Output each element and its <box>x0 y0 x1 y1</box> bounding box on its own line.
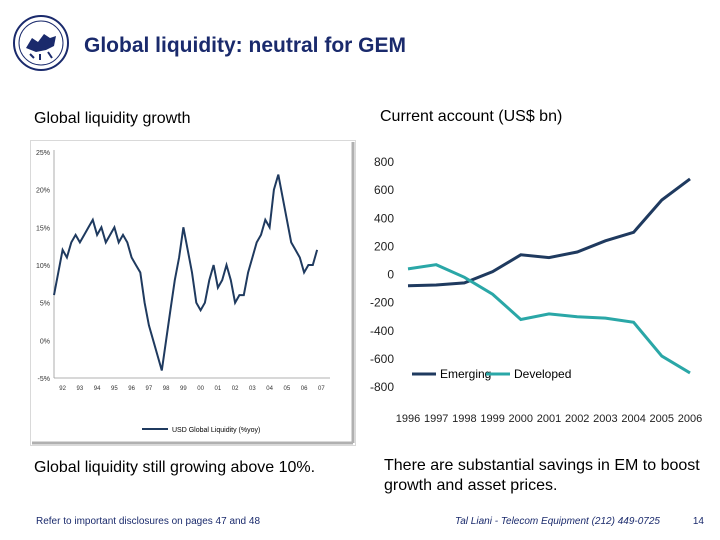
ca-ytick-label: 600 <box>374 183 394 197</box>
ca-xtick-label: 1999 <box>480 413 504 425</box>
liq-ytick-label: 25% <box>36 150 50 157</box>
liq-xtick-label: 99 <box>180 386 187 392</box>
liq-ytick-label: 5% <box>40 301 50 308</box>
emerging-series-line <box>407 177 691 288</box>
ca-xtick-label: 2001 <box>537 413 561 425</box>
ca-ytick-label: 200 <box>374 239 394 253</box>
ca-xtick-label: 1998 <box>452 413 476 425</box>
liq-xtick-label: 03 <box>249 386 256 392</box>
liq-xtick-label: 07 <box>318 386 325 392</box>
disclosure-footer: Refer to important disclosures on pages … <box>36 516 261 527</box>
liq-xtick-label: 04 <box>266 386 273 392</box>
page-number: 14 <box>692 516 704 527</box>
bull-logo-icon <box>13 15 69 71</box>
ca-ytick-label: -600 <box>370 352 394 366</box>
liq-ytick-label: -5% <box>38 376 50 383</box>
developed-series-line <box>407 263 691 375</box>
ca-ytick-label: -800 <box>370 380 394 394</box>
ca-xtick-label: 1997 <box>424 413 448 425</box>
left-caption: Global liquidity still growing above 10%… <box>34 459 316 476</box>
liq-xtick-label: 00 <box>197 386 204 392</box>
liq-xtick-label: 05 <box>284 386 291 392</box>
liq-ytick-label: 0% <box>40 338 50 345</box>
ca-ytick-label: 0 <box>387 268 394 282</box>
liq-xtick-label: 95 <box>111 386 118 392</box>
liq-ytick-label: 20% <box>36 188 50 195</box>
liq-ytick-label: 15% <box>36 225 50 232</box>
legend-label-developed: Developed <box>514 367 571 381</box>
ca-ytick-label: -400 <box>370 324 394 338</box>
ca-ytick-label: 800 <box>374 155 394 169</box>
liq-xtick-label: 92 <box>59 386 66 392</box>
right-caption: There are substantial savings in EM to b… <box>384 457 700 494</box>
right-chart-subtitle: Current account (US$ bn) <box>380 108 563 125</box>
liq-xtick-label: 06 <box>301 386 308 392</box>
ca-xtick-label: 1996 <box>396 413 420 425</box>
liq-xtick-label: 97 <box>146 386 153 392</box>
ca-xtick-label: 2003 <box>593 413 617 425</box>
liquidity-chart: 25% 20% 15% 10% 5% 0% -5% 92 93 94 95 96 97 98 99 00 01… <box>30 140 356 446</box>
liq-xtick-label: 96 <box>128 386 135 392</box>
ca-xtick-label: 2006 <box>678 413 702 425</box>
legend-label-liquidity: USD Global Liquidity (%yoy) <box>172 427 260 434</box>
ca-xtick-label: 2000 <box>509 413 533 425</box>
liq-xtick-label: 01 <box>215 386 222 392</box>
analyst-footer: Tal Liani - Telecom Equipment (212) 449-… <box>455 516 660 527</box>
liquidity-series-line <box>53 174 319 371</box>
left-chart-subtitle: Global liquidity growth <box>34 110 191 127</box>
liq-xtick-label: 02 <box>232 386 239 392</box>
liq-xtick-label: 98 <box>163 386 170 392</box>
ca-xtick-label: 2005 <box>650 413 674 425</box>
ca-xtick-label: 2002 <box>565 413 589 425</box>
ca-ytick-label: 400 <box>374 211 394 225</box>
legend-label-emerging: Emerging <box>440 367 491 381</box>
liq-xtick-label: 93 <box>77 386 84 392</box>
ca-ytick-label: -200 <box>370 296 394 310</box>
liq-ytick-label: 10% <box>36 263 50 270</box>
ca-xtick-label: 2004 <box>621 413 645 425</box>
slide-title: Global liquidity: neutral for GEM <box>84 34 407 57</box>
liq-xtick-label: 94 <box>94 386 101 392</box>
